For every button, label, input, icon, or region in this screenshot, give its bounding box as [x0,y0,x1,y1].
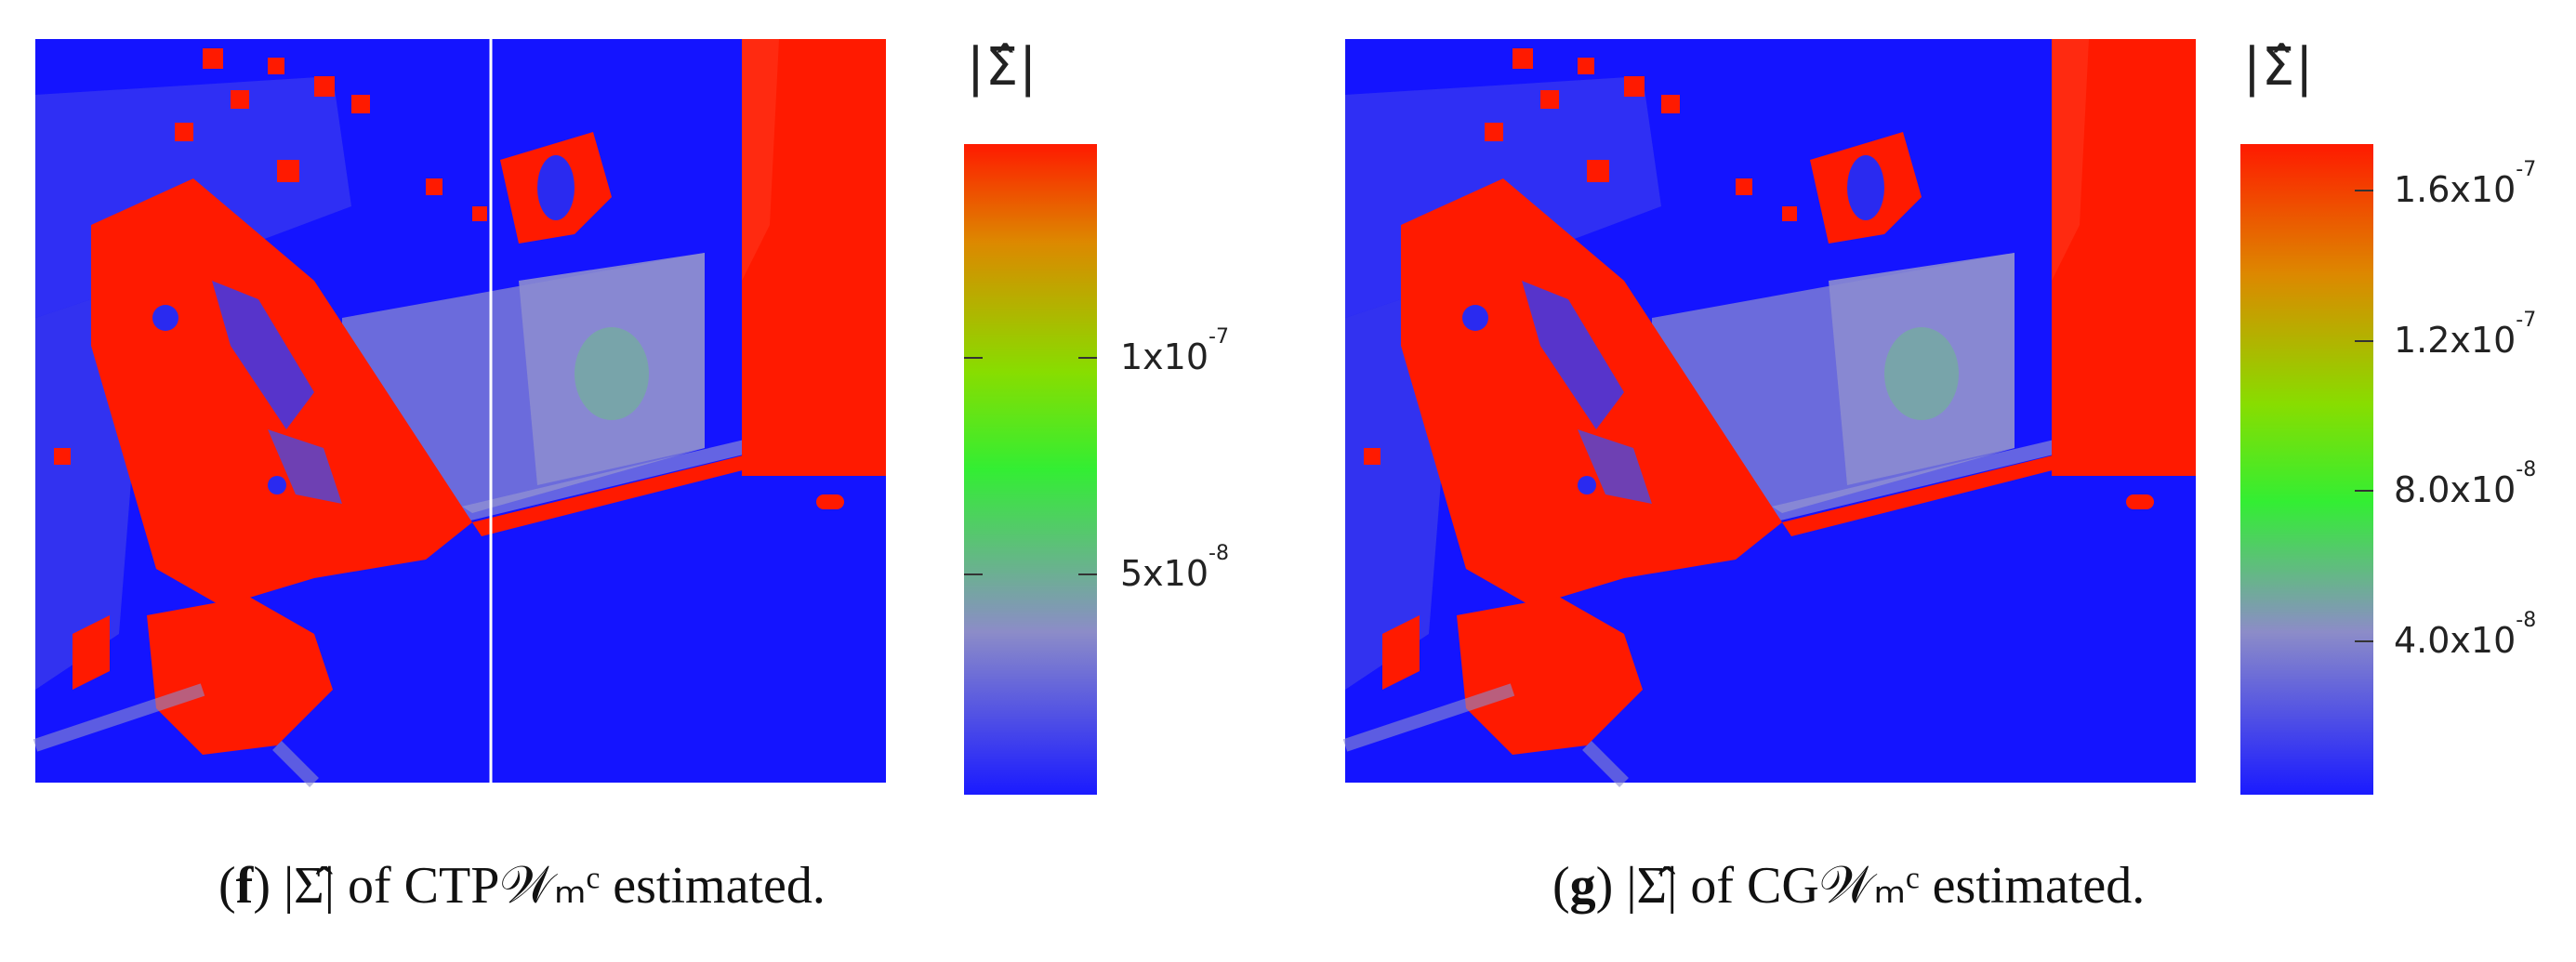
figure-panel-g: |Σ̂| 4.0x10-8 8.0x10-8 1.2x10-7 1.6x10-7… [1288,0,2575,962]
colorbar-tick-label: 1.2x10-7 [2394,309,2537,361]
colorbar-tick-label: 1.6x10-7 [2394,158,2537,210]
figure-panel-f: |Σ̂| 5x10-8 1x10-7 (f) |Σ̂| of CTP𝒲ₘᶜ es… [0,0,1229,915]
caption-text: |Σ̂| of CG𝒲ₘᶜ estimated. [1626,857,2146,915]
colorbar-title: |Σ̂| [2243,37,2315,98]
colorbar-tick-label: 8.0x10-8 [2394,458,2537,510]
colorbar-title: |Σ̂| [967,37,1038,98]
colorbar-tick-label: 5x10-8 [1120,542,1229,594]
caption-label: f [235,857,254,915]
heatmap-g [1345,39,2196,783]
colorbar-f [964,144,1097,795]
figure-caption: (g) |Σ̂| of CG𝒲ₘᶜ estimated. [1552,857,2146,915]
heatmap-image-f [0,0,1097,795]
caption-text: |Σ̂| of CTP𝒲ₘᶜ estimated. [283,857,826,915]
colorbar-tick-label: 1x10-7 [1120,325,1229,377]
figure-caption: (f) |Σ̂| of CTP𝒲ₘᶜ estimated. [218,857,826,915]
colorbar-tick-label: 4.0x10-8 [2394,609,2537,661]
caption-label: g [1569,857,1596,915]
colorbar-g [2240,144,2373,795]
heatmap-image-g [1288,0,2373,795]
heatmap-f [35,39,886,783]
